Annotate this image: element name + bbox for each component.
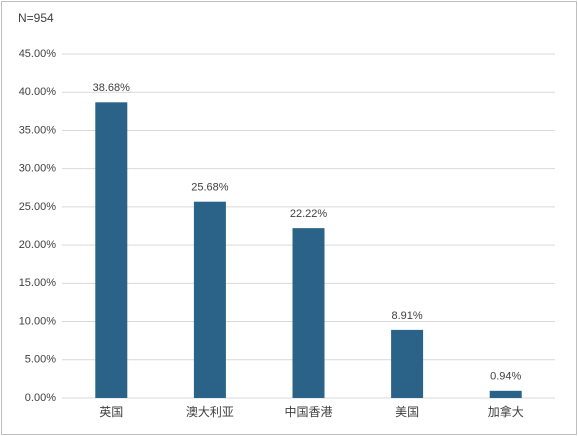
y-tick-label: 40.00% (19, 86, 57, 98)
data-label: 38.68% (93, 82, 131, 94)
x-tick-label: 美国 (395, 405, 419, 419)
x-tick-label: 澳大利亚 (186, 405, 234, 419)
y-tick-label: 15.00% (19, 277, 57, 289)
y-tick-label: 0.00% (25, 392, 56, 404)
bar (95, 102, 128, 398)
y-tick-label: 10.00% (19, 315, 57, 327)
y-tick-label: 20.00% (19, 239, 57, 251)
y-tick-label: 25.00% (19, 201, 57, 213)
data-label: 0.94% (490, 371, 521, 383)
annotation: N=954 (18, 11, 54, 25)
x-tick-label: 中国香港 (284, 404, 332, 419)
bar (193, 201, 226, 398)
bar (292, 228, 325, 398)
bar (489, 390, 522, 398)
data-label: 22.22% (290, 208, 328, 220)
y-tick-label: 30.00% (19, 163, 57, 175)
y-tick-label: 35.00% (19, 124, 57, 136)
data-label: 8.91% (391, 310, 422, 322)
data-label: 25.68% (191, 182, 229, 194)
y-tick-label: 45.00% (19, 48, 57, 60)
x-tick-label: 加拿大 (488, 404, 524, 419)
x-tick-label: 英国 (99, 405, 123, 419)
bar (391, 329, 424, 398)
y-tick-label: 5.00% (25, 354, 56, 366)
